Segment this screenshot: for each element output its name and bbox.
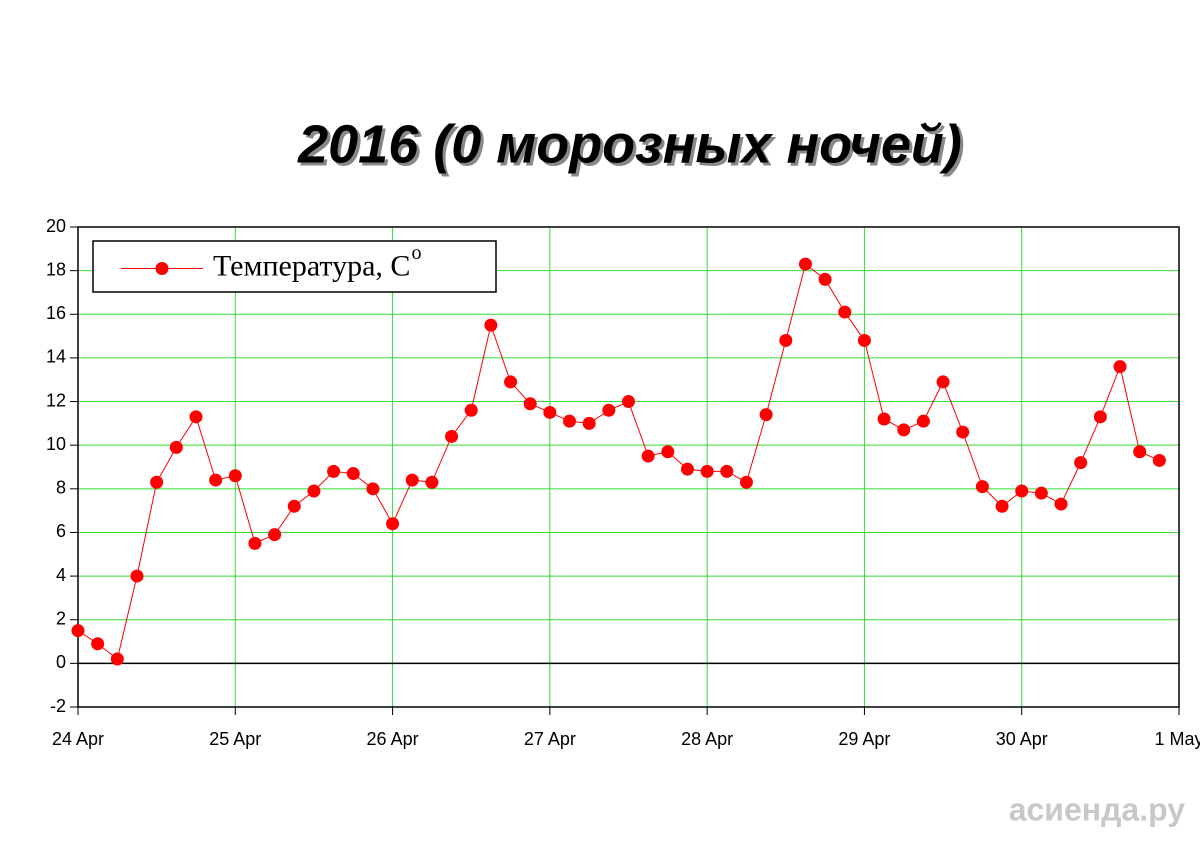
data-point [1074,456,1088,470]
data-point [346,467,360,481]
data-point [1152,453,1166,467]
data-point [169,440,183,454]
data-point [366,482,380,496]
data-point [1093,410,1107,424]
y-tick-label: 2 [56,608,66,628]
y-tick-label: 16 [46,303,66,323]
data-point [700,464,714,478]
data-point [464,403,478,417]
data-point [838,305,852,319]
y-tick-label: 18 [46,259,66,279]
y-tick-label: 20 [46,216,66,236]
data-point [405,473,419,487]
data-point [110,652,124,666]
data-point [661,445,675,459]
data-point [1054,497,1068,511]
data-point [641,449,655,463]
y-tick-label: 0 [56,652,66,672]
data-point [622,395,635,409]
data-point [1133,445,1147,459]
title-shadow: 2016 (0 морозных ночей) [300,117,965,177]
data-point [209,473,223,487]
x-tick-label: 24 Apr [52,729,104,749]
data-point [857,333,871,347]
data-point [956,425,970,439]
y-tick-label: 12 [46,390,66,410]
x-tick-label: 25 Apr [209,729,261,749]
series-line [77,263,1160,660]
data-point [307,484,321,498]
legend-superscript: o [411,242,421,264]
y-tick-label: 8 [56,478,66,498]
data-point [897,423,911,437]
data-point [504,375,518,389]
data-point [1113,360,1127,374]
y-tick-label: 14 [46,347,66,367]
x-tick-label: 27 Apr [524,729,576,749]
data-point [425,475,439,489]
data-point [759,408,773,422]
data-point [71,624,85,638]
x-tick-label: 28 Apr [681,729,733,749]
data-point [582,416,596,430]
plot-frame [77,226,1180,708]
data-point [268,528,282,542]
data-point [720,464,734,478]
data-point [150,475,164,489]
data-point [287,499,301,513]
data-point [445,429,459,443]
data-point [916,414,930,428]
data-point [602,403,616,417]
data-point [91,637,105,651]
data-point [680,462,694,476]
data-point [936,375,950,389]
data-point [248,536,262,550]
data-point [975,480,989,494]
y-tick-label: 10 [46,434,66,454]
data-point [995,499,1009,513]
data-point [739,475,753,489]
chart-title: 2016 (0 морозных ночей) [297,114,962,174]
y-tick-label: -2 [50,696,66,716]
data-point [877,412,891,426]
data-point [543,405,557,419]
watermark: асиенда.ру [1009,791,1186,827]
legend-label: Температура, C [213,249,410,282]
data-point [798,257,812,271]
x-tick-label: 26 Apr [367,729,419,749]
data-point [563,414,577,428]
data-point [779,333,793,347]
data-point [327,464,341,478]
data-point [523,397,537,411]
data-point [228,469,242,483]
data-point [1015,484,1029,498]
x-tick-label: 1 May [1154,729,1200,749]
data-point [189,410,203,424]
x-tick-label: 29 Apr [838,729,890,749]
data-point [1034,486,1048,500]
data-point [484,318,498,332]
data-point [130,569,144,583]
legend-marker [155,262,169,275]
y-tick-label: 6 [56,521,66,541]
x-tick-label: 30 Apr [996,729,1048,749]
data-point [386,517,400,531]
y-tick-label: 4 [56,565,66,585]
data-point [818,272,832,286]
